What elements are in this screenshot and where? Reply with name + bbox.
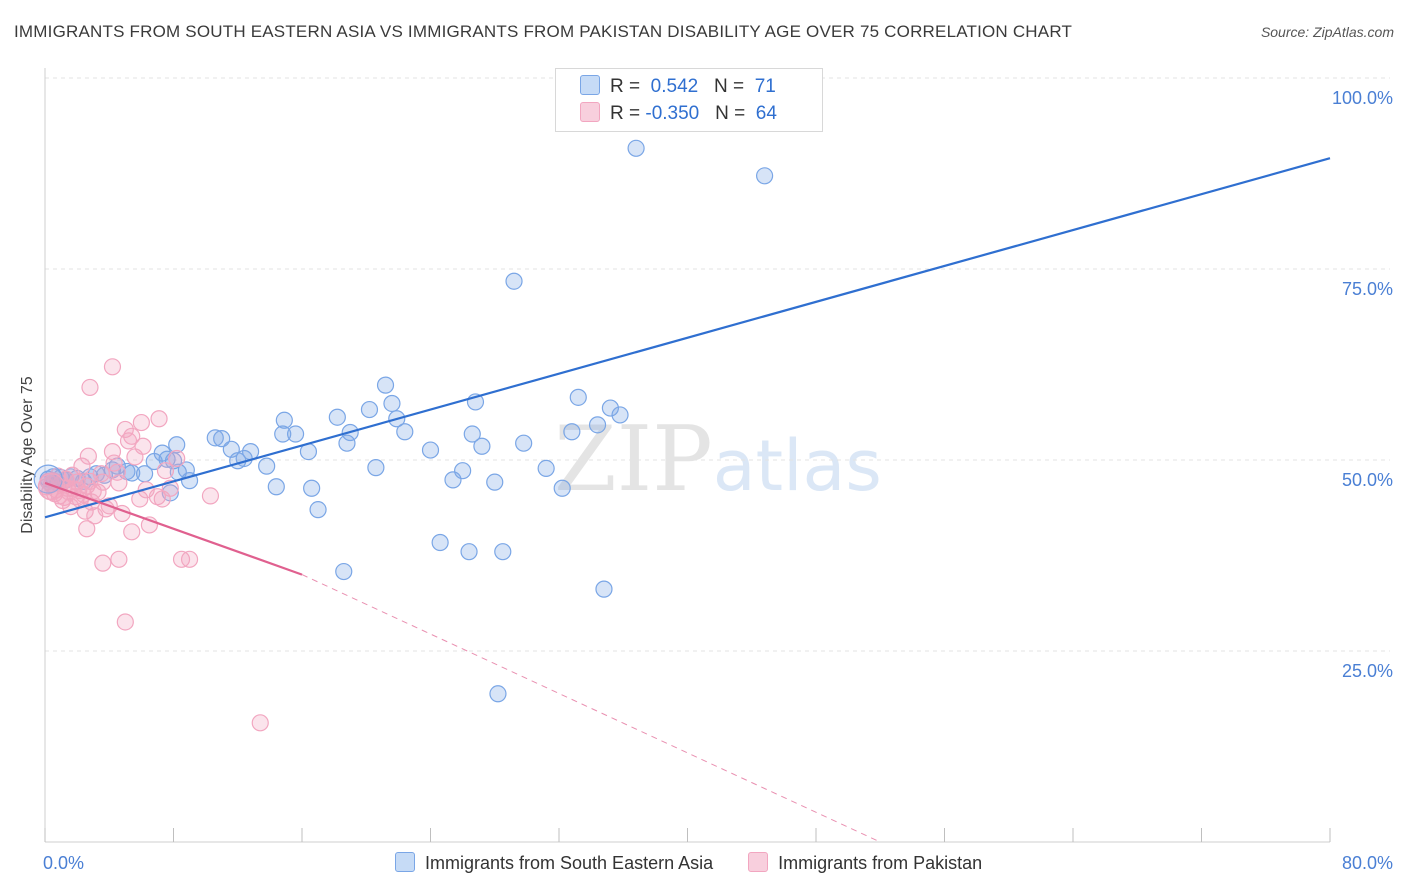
legend-swatch-sea	[395, 852, 415, 872]
point-sea	[569, 388, 587, 406]
point-sea	[473, 437, 491, 455]
point-sea	[206, 429, 224, 447]
point-pakistan	[110, 474, 128, 492]
point-pakistan	[73, 457, 91, 475]
point-sea	[376, 376, 395, 394]
point-sea	[123, 464, 141, 482]
point-sea	[360, 400, 379, 419]
point-pakistan	[251, 714, 269, 732]
point-sea	[213, 430, 231, 448]
trend-line-pakistan-extension	[301, 574, 881, 843]
point-sea	[309, 501, 327, 519]
point-sea	[303, 479, 321, 497]
point-pakistan	[78, 520, 96, 538]
legend-label-pakistan: Immigrants from Pakistan	[778, 853, 983, 873]
point-sea	[486, 473, 504, 491]
point-sea	[460, 543, 478, 561]
point-sea	[274, 425, 292, 443]
point-sea	[537, 459, 555, 478]
legend-swatch-sea	[580, 75, 600, 95]
legend-row-pakistan: R = -0.350 N = 64	[580, 102, 777, 125]
x-tick-label: 0.0%	[43, 853, 84, 873]
legend-swatch-pakistan	[580, 102, 600, 122]
point-pakistan	[180, 550, 199, 568]
point-sea	[367, 459, 385, 477]
point-sea	[431, 533, 449, 552]
legend-item-pakistan: Immigrants from Pakistan	[748, 852, 982, 874]
point-sea	[489, 685, 507, 703]
legend-swatch-pakistan	[748, 852, 769, 872]
point-sea	[275, 411, 293, 429]
point-pakistan	[81, 378, 99, 397]
point-sea	[335, 562, 353, 581]
point-sea	[267, 478, 285, 496]
point-sea	[338, 434, 356, 452]
point-pakistan	[94, 554, 112, 572]
point-pakistan	[134, 437, 152, 455]
r-label: R =	[610, 103, 646, 124]
point-sea	[258, 457, 276, 475]
point-sea	[601, 399, 620, 417]
y-tick-label: 75.0%	[1342, 279, 1393, 299]
r-value-sea: 0.542	[650, 76, 699, 97]
point-pakistan	[105, 454, 123, 472]
point-sea	[553, 479, 571, 497]
series-legend: Immigrants from South Eastern Asia Immig…	[395, 852, 1012, 874]
y-tick-label: 50.0%	[1342, 470, 1393, 490]
point-pakistan	[123, 523, 141, 541]
point-sea	[444, 471, 462, 489]
r-value-pakistan: -0.350	[645, 103, 700, 124]
chart-title: IMMIGRANTS FROM SOUTH EASTERN ASIA VS IM…	[14, 22, 1073, 41]
point-pakistan	[108, 463, 126, 481]
point-pakistan	[123, 427, 141, 445]
legend-item-sea: Immigrants from South Eastern Asia	[395, 852, 713, 874]
chart-source: Source: ZipAtlas.com	[1260, 24, 1394, 40]
point-sea	[286, 425, 305, 443]
point-sea	[505, 272, 523, 290]
y-tick-label: 25.0%	[1342, 661, 1393, 681]
x-tick-label: 80.0%	[1342, 853, 1393, 873]
point-pakistan	[156, 462, 175, 480]
point-sea	[588, 416, 607, 434]
point-pakistan	[201, 487, 220, 505]
point-pakistan	[103, 358, 122, 376]
legend-label-sea: Immigrants from South Eastern Asia	[425, 853, 714, 873]
point-sea	[328, 408, 346, 426]
point-sea	[627, 139, 645, 157]
r-label: R =	[610, 76, 651, 97]
point-pakistan-cluster	[37, 473, 66, 501]
point-sea	[463, 425, 481, 443]
correlation-legend: R = 0.542 N = 71 R = -0.350 N = 64	[555, 68, 823, 132]
n-value-pakistan: 64	[755, 103, 777, 124]
point-pakistan	[110, 550, 128, 568]
trend-line-sea	[44, 157, 1331, 519]
point-sea	[383, 394, 401, 413]
point-pakistan	[94, 473, 112, 491]
point-pakistan	[150, 410, 168, 428]
point-pakistan	[89, 483, 107, 501]
point-sea	[494, 543, 512, 561]
point-pakistan	[116, 613, 134, 631]
point-sea	[515, 434, 533, 452]
point-sea	[396, 423, 414, 441]
trend-line-pakistan	[44, 481, 303, 576]
legend-row-sea: R = 0.542 N = 71	[580, 75, 776, 98]
y-tick-label: 100.0%	[1332, 88, 1393, 108]
point-sea	[421, 441, 440, 459]
point-pakistan	[79, 447, 97, 465]
point-sea	[611, 406, 629, 424]
point-pakistan	[132, 413, 150, 432]
n-value-sea: 71	[754, 76, 776, 97]
point-sea	[755, 167, 774, 185]
n-label: N =	[698, 76, 755, 97]
n-label: N =	[699, 103, 756, 124]
point-sea	[168, 436, 186, 454]
point-sea	[563, 423, 581, 441]
watermark: ZIPatlas	[554, 407, 882, 512]
point-sea	[595, 580, 613, 598]
point-pakistan	[168, 449, 186, 468]
